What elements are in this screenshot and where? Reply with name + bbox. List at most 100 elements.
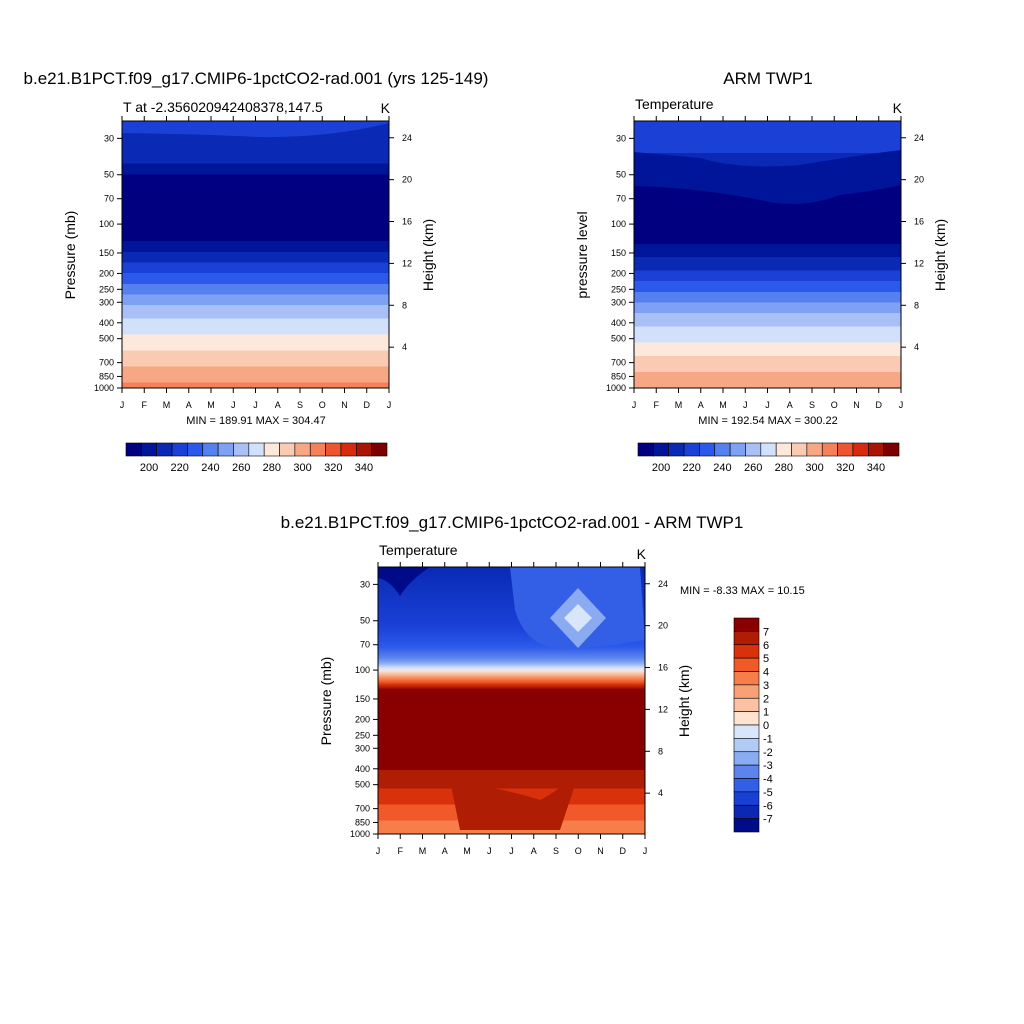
panel-3-plot: J F M A M J J A S O N D J 30 50 70 100 150 200 250 300 400 500…	[350, 562, 668, 856]
y-tick-label: 250	[99, 284, 114, 294]
x-tick-label: F	[398, 846, 404, 856]
x-tick-label: S	[553, 846, 559, 856]
y-tick-label: 1000	[350, 829, 370, 839]
panel-2: ARM TWP1 Temperature K J F M A M J J A S O N D J 30 50…	[574, 69, 948, 474]
x-tick-label: J	[487, 846, 492, 856]
colorbar-label: 2	[763, 693, 769, 705]
panel-1-title: b.e21.B1PCT.f09_g17.CMIP6-1pctCO2-rad.00…	[24, 69, 489, 88]
x-tick-label: J	[253, 400, 258, 410]
colorbar-swatch	[733, 764, 760, 779]
colorbar-swatch	[733, 738, 760, 753]
x-tick-label: J	[509, 846, 514, 856]
contour-mid-band	[634, 150, 901, 204]
y-tick-label: 150	[611, 248, 626, 258]
colorbar-label: -4	[763, 774, 773, 786]
y-tick-label: 200	[99, 268, 114, 278]
x-tick-label: S	[809, 400, 815, 410]
colorbar-swatch	[699, 442, 716, 457]
colorbar-swatch	[733, 617, 760, 632]
y-tick-label: 250	[611, 284, 626, 294]
colorbar-label: 7	[763, 626, 769, 638]
y-tick-label: 300	[355, 743, 370, 753]
y-tick-label: 150	[99, 248, 114, 258]
colorbar-swatch	[806, 442, 823, 457]
y2-tick-label: 4	[658, 788, 663, 798]
colorbar-swatch	[125, 442, 142, 457]
colorbar-swatch	[867, 442, 884, 457]
colorbar-label: 200	[652, 462, 670, 474]
x-tick-label: J	[120, 400, 125, 410]
panel-1-plot: J F M A M J J A S O N D J 30 50 70 100 150 200 250 300 400 500…	[94, 116, 412, 410]
colorbar-label: 6	[763, 640, 769, 652]
panel-1-ylabel: Pressure (mb)	[62, 211, 78, 300]
y2-tick-label: 4	[914, 342, 919, 352]
x-tick-label: J	[387, 400, 392, 410]
y-tick-label: 200	[611, 268, 626, 278]
colorbar-label: 340	[355, 462, 373, 474]
y2-tick-label: 8	[402, 300, 407, 310]
colorbar-label: 300	[805, 462, 823, 474]
x-tick-label: A	[531, 846, 537, 856]
colorbar-swatch	[745, 442, 762, 457]
colorbar-swatch	[371, 442, 388, 457]
x-tick-label: M	[419, 846, 427, 856]
y2-tick-label: 24	[914, 133, 924, 143]
panel-2-units: K	[893, 100, 903, 116]
y-tick-label: 850	[611, 371, 626, 381]
panel-3-ylabel: Pressure (mb)	[318, 657, 334, 746]
contour-top-band	[122, 121, 389, 138]
x-tick-label: M	[463, 846, 471, 856]
x-tick-label: A	[787, 400, 793, 410]
panel-3-left-string: Temperature	[379, 542, 458, 558]
x-tick-label: J	[376, 846, 381, 856]
x-tick-label: N	[597, 846, 604, 856]
colorbar-swatch	[733, 657, 760, 672]
y-tick-label: 150	[355, 694, 370, 704]
x-tick-label: M	[675, 400, 683, 410]
contour-oct-core	[564, 604, 592, 632]
y-tick-label: 500	[611, 334, 626, 344]
y2-tick-label: 16	[402, 217, 412, 227]
x-tick-label: A	[275, 400, 281, 410]
colorbar-swatch	[171, 442, 188, 457]
y2-tick-label: 20	[914, 175, 924, 185]
panel-3-ylabel-right: Height (km)	[676, 665, 692, 737]
x-tick-label: O	[319, 400, 326, 410]
panel-3-units: K	[637, 546, 647, 562]
x-tick-label: O	[575, 846, 582, 856]
x-tick-label: J	[899, 400, 904, 410]
y2-tick-label: 8	[658, 746, 663, 756]
x-tick-label: J	[632, 400, 637, 410]
x-tick-label: A	[442, 846, 448, 856]
contour-min-region	[378, 567, 430, 596]
x-tick-label: M	[207, 400, 215, 410]
panel-3: b.e21.B1PCT.f09_g17.CMIP6-1pctCO2-rad.00…	[281, 513, 805, 856]
colorbar-swatch	[733, 778, 760, 793]
x-tick-label: J	[231, 400, 236, 410]
y-tick-label: 500	[355, 780, 370, 790]
panel-3-title: b.e21.B1PCT.f09_g17.CMIP6-1pctCO2-rad.00…	[281, 513, 744, 532]
colorbar-swatch	[733, 791, 760, 806]
colorbar-swatch	[156, 442, 173, 457]
x-tick-label: A	[698, 400, 704, 410]
colorbar-label: -2	[763, 747, 773, 759]
y2-tick-label: 24	[402, 133, 412, 143]
y-tick-label: 50	[104, 170, 114, 180]
colorbar-swatch	[355, 442, 372, 457]
colorbar-swatch	[852, 442, 869, 457]
x-tick-label: M	[719, 400, 727, 410]
y-tick-label: 250	[355, 730, 370, 740]
colorbar-swatch	[294, 442, 311, 457]
colorbar-swatch	[714, 442, 731, 457]
y-tick-label: 50	[360, 616, 370, 626]
colorbar-swatch	[733, 711, 760, 726]
panel-1-units: K	[381, 100, 391, 116]
colorbar-label: 260	[744, 462, 762, 474]
colorbar-swatch	[733, 671, 760, 686]
colorbar-swatch	[837, 442, 854, 457]
x-tick-label: A	[186, 400, 192, 410]
colorbar-swatch	[729, 442, 746, 457]
colorbar-label: 340	[867, 462, 885, 474]
y-tick-label: 400	[355, 764, 370, 774]
